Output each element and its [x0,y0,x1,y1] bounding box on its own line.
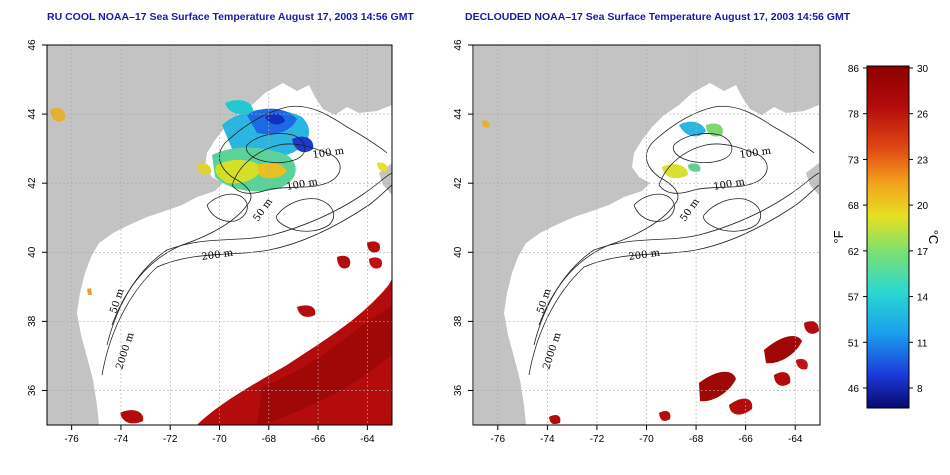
left-x-tick-label: -66 [311,434,326,445]
left-y-tick-label: 46 [27,39,38,51]
right-panel-title: DECLOUDED NOAA–17 Sea Surface Temperatur… [465,11,851,23]
colorbar-gradient [866,65,910,409]
right-y-tick-label: 36 [453,384,464,396]
colorbar-f-tick-label: 68 [848,201,860,212]
left-gridlines [47,44,392,425]
left-sst-overlay [50,100,392,425]
right-x-tick-label: -72 [590,434,605,445]
left-x-tick-label: -72 [163,434,178,445]
left-y-tick-label: 44 [27,108,38,120]
right-gridlines [473,44,820,425]
left-y-tick-label: 40 [27,246,38,258]
right-isobath-label-100a: 100 m [739,146,772,161]
left-axis-ticks: -76 -74 -72 -70 -68 -66 -64 46 44 42 40 38 36 [27,39,375,445]
right-y-tick-label: 44 [453,108,464,120]
left-x-tick-label: -70 [212,434,227,445]
right-y-tick-label: 40 [453,246,464,258]
colorbar-f-tick-label: 51 [848,338,860,349]
left-isobath-label-100a: 100 m [312,146,345,161]
right-map-panel: 100 m 100 m 50 m 200 m 50 m 2000 m -76 -7… [453,39,821,445]
colorbar-f-tick-label: 78 [848,110,860,121]
right-y-tick-label: 38 [453,315,464,327]
colorbar-c-tick-label: 20 [917,201,929,212]
right-x-tick-label: -66 [738,434,753,445]
left-y-tick-label: 36 [27,384,38,396]
left-x-tick-label: -68 [262,434,277,445]
right-axis-ticks: -76 -74 -72 -70 -68 -66 -64 46 44 42 40 38 36 [453,39,803,445]
left-x-tick-label: -64 [360,434,375,445]
left-x-tick-label: -74 [114,434,129,445]
colorbar-f-tick-label: 73 [848,155,860,166]
left-x-tick-label: -76 [64,434,79,445]
left-isobath-label-200: 200 m [201,248,234,263]
temperature-colorbar: 86 78 73 68 62 57 51 46 30 26 23 20 17 14 11 8 °F °C [831,64,941,409]
colorbar-f-tick-label: 62 [848,247,860,258]
colorbar-c-tick-label: 30 [917,64,929,75]
colorbar-c-tick-label: 8 [917,384,923,395]
right-x-tick-label: -70 [639,434,654,445]
left-y-tick-label: 42 [27,177,38,189]
colorbar-ticks: 86 78 73 68 62 57 51 46 30 26 23 20 17 14 11 8 [848,64,929,395]
colorbar-f-tick-label: 86 [848,64,860,75]
colorbar-c-tick-label: 26 [917,110,929,121]
colorbar-f-tick-label: 46 [848,384,860,395]
colorbar-c-tick-label: 11 [917,338,928,349]
right-x-tick-label: -76 [491,434,506,445]
right-sst-overlay [482,120,819,425]
right-x-tick-label: -68 [689,434,704,445]
colorbar-c-tick-label: 23 [917,155,929,166]
right-isobath-label-200: 200 m [628,248,661,263]
right-x-tick-label: -74 [540,434,555,445]
celsius-unit-label: °C [926,230,941,245]
right-y-tick-label: 46 [453,39,464,51]
fahrenheit-unit-label: °F [831,230,846,243]
right-x-tick-label: -64 [788,434,803,445]
right-y-tick-label: 42 [453,177,464,189]
colorbar-c-tick-label: 17 [917,247,929,258]
left-panel-title: RU COOL NOAA–17 Sea Surface Temperature … [47,11,414,23]
left-map-panel: 100 m 100 m 50 m 200 m 50 m 2000 m -76 -7… [27,39,393,445]
left-y-tick-label: 38 [27,315,38,327]
colorbar-f-tick-label: 57 [848,293,860,304]
colorbar-c-tick-label: 14 [917,293,929,304]
